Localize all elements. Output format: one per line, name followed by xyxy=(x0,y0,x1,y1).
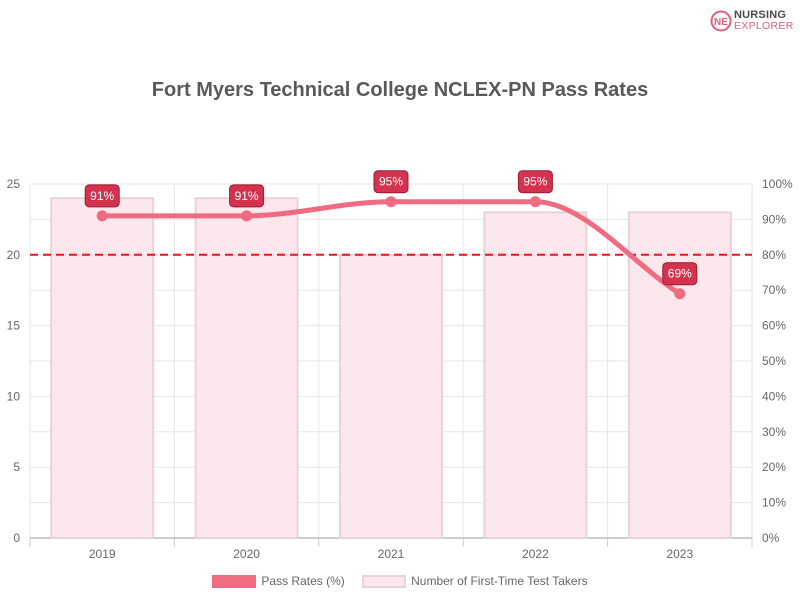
right-axis-tick-label: 50% xyxy=(762,354,786,368)
right-axis-tick-label: 30% xyxy=(762,425,786,439)
right-axis-tick-label: 10% xyxy=(762,496,786,510)
right-axis-tick-label: 0% xyxy=(762,531,780,545)
logo-text: NURSING EXPLORER xyxy=(734,10,794,32)
legend-label-test-takers: Number of First-Time Test Takers xyxy=(411,574,588,588)
right-axis-tick-label: 40% xyxy=(762,389,786,403)
bar-test-takers-2019 xyxy=(50,197,155,539)
left-axis-tick-label: 25 xyxy=(7,177,21,191)
data-label-2022: 95% xyxy=(523,175,547,189)
bar-test-takers-2021 xyxy=(339,253,443,540)
pass-rate-point-2023 xyxy=(674,288,686,300)
pass-rate-point-2021 xyxy=(385,196,397,208)
legend-swatch-test-takers xyxy=(362,574,407,588)
left-axis-tick-label: 0 xyxy=(13,531,20,545)
data-label-box-2022 xyxy=(517,170,553,194)
bar-test-takers-2020 xyxy=(194,197,299,539)
logo-line-1: NURSING xyxy=(734,9,787,21)
x-axis-label-2020: 2020 xyxy=(233,547,260,561)
nursing-explorer-logo: NE NURSING EXPLORER xyxy=(710,9,795,35)
chart-legend: Pass Rates (%) Number of First-Time Test… xyxy=(0,574,800,591)
data-label-2021: 95% xyxy=(379,175,403,189)
bar-test-takers-2023 xyxy=(627,211,732,539)
x-axis-label-2023: 2023 xyxy=(666,547,693,561)
x-axis-label-2019: 2019 xyxy=(89,547,116,561)
x-axis-label-2021: 2021 xyxy=(378,547,405,561)
legend-swatch-pass-rates xyxy=(212,574,257,588)
chart-title: Fort Myers Technical College NCLEX-PN Pa… xyxy=(151,79,649,101)
logo-mark-icon: NE xyxy=(710,10,732,32)
right-axis-tick-label: 70% xyxy=(762,283,786,297)
legend-label-pass-rates: Pass Rates (%) xyxy=(261,574,345,588)
pass-rate-point-2022 xyxy=(529,196,541,208)
left-axis-tick-label: 10 xyxy=(7,389,21,403)
data-label-2020: 91% xyxy=(235,189,259,203)
right-axis-tick-label: 90% xyxy=(762,212,786,226)
right-axis-tick-label: 60% xyxy=(762,319,786,333)
data-label-box-2021 xyxy=(373,170,409,194)
data-label-box-2023 xyxy=(662,262,698,286)
pass-rate-point-2019 xyxy=(96,210,108,222)
data-label-2023: 69% xyxy=(668,267,692,281)
legend-item-test-takers[interactable]: Number of First-Time Test Takers xyxy=(362,574,588,588)
right-axis-tick-label: 80% xyxy=(762,248,786,262)
left-axis-tick-label: 20 xyxy=(7,248,21,262)
logo-line-2: EXPLORER xyxy=(734,20,794,32)
x-axis-label-2022: 2022 xyxy=(522,547,549,561)
right-axis-tick-label: 100% xyxy=(762,177,793,191)
data-label-2019: 91% xyxy=(90,189,114,203)
left-axis-tick-label: 5 xyxy=(13,460,20,474)
svg-text:NE: NE xyxy=(714,17,728,28)
legend-item-pass-rates[interactable]: Pass Rates (%) xyxy=(212,574,345,588)
left-axis-tick-label: 15 xyxy=(7,319,21,333)
right-axis-tick-label: 20% xyxy=(762,460,786,474)
bar-test-takers-2022 xyxy=(483,211,588,539)
data-label-box-2019 xyxy=(84,184,120,208)
data-label-box-2020 xyxy=(229,184,265,208)
pass-rate-point-2020 xyxy=(241,210,253,222)
